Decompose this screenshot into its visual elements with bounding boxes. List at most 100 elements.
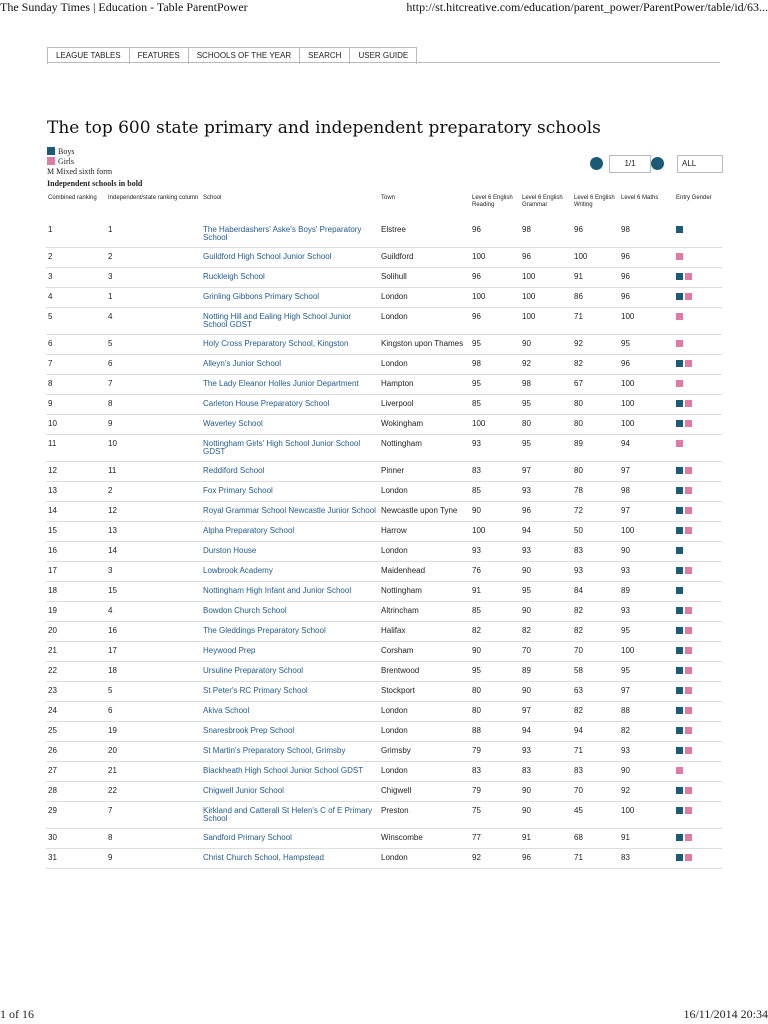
maths: 92 [619, 781, 674, 802]
next-button[interactable] [651, 157, 664, 170]
reading: 88 [470, 721, 520, 742]
town: Nottingham [379, 434, 470, 462]
school[interactable]: The Haberdashers' Aske's Boys' Preparato… [201, 221, 379, 248]
column-header: Level 6 English Grammar [522, 195, 563, 208]
independent-rank: 6 [106, 701, 201, 722]
school[interactable]: Durston House [201, 541, 379, 562]
school[interactable]: Lowbrook Academy [201, 561, 379, 582]
writing: 91 [572, 267, 619, 288]
gender-swatch [676, 807, 683, 814]
school[interactable]: Kirkland and Catterall St Helen's C of E… [201, 801, 379, 829]
writing: 100 [572, 247, 619, 268]
school[interactable]: Holy Cross Preparatory School, Kingston [201, 334, 379, 355]
gender-swatch [676, 567, 683, 574]
school[interactable]: Blackheath High School Junior School GDS… [201, 761, 379, 782]
town: London [379, 721, 470, 742]
school[interactable]: Grinling Gibbons Primary School [201, 287, 379, 308]
legend-item: Boys [47, 147, 112, 157]
school[interactable]: St Martin's Preparatory School, Grimsby [201, 741, 379, 762]
school[interactable]: Snaresbrook Prep School [201, 721, 379, 742]
column-header: Town [381, 195, 396, 201]
entry-gender [674, 247, 722, 268]
table-row: 3 3 Ruckleigh School Solihull 96 100 91 96 [46, 267, 722, 288]
school[interactable]: Nottingham High Infant and Junior School [201, 581, 379, 602]
school[interactable]: Chigwell Junior School [201, 781, 379, 802]
gender-swatch [676, 273, 683, 280]
page-box: 1/1 [609, 155, 651, 173]
rank: 6 [46, 334, 106, 355]
school[interactable]: Waverley School [201, 414, 379, 435]
school[interactable]: Notting Hill and Ealing High School Juni… [201, 307, 379, 335]
gender-swatch [676, 440, 683, 447]
nav-item[interactable]: USER GUIDE [349, 47, 418, 64]
nav-item[interactable]: SCHOOLS OF THE YEAR [187, 47, 301, 64]
maths: 94 [619, 434, 674, 462]
school[interactable]: Alleyn's Junior School [201, 354, 379, 375]
grammar: 98 [520, 221, 572, 248]
school[interactable]: Royal Grammar School Newcastle Junior Sc… [201, 501, 379, 522]
table-row: 25 19 Snaresbrook Prep School London 88 94 94 8… [46, 721, 722, 742]
school[interactable]: Sandford Primary School [201, 828, 379, 849]
entry-gender [674, 354, 722, 375]
maths: 98 [619, 221, 674, 248]
nav-item[interactable]: FEATURES [128, 47, 189, 64]
table-row: 6 5 Holy Cross Preparatory School, Kingsto… [46, 334, 722, 355]
maths: 95 [619, 621, 674, 642]
table-row: 22 18 Ursuline Preparatory School Brentwood… [46, 661, 722, 682]
independent-rank: 6 [106, 354, 201, 375]
writing: 70 [572, 781, 619, 802]
independent-rank: 22 [106, 781, 201, 802]
school[interactable]: Alpha Preparatory School [201, 521, 379, 542]
school[interactable]: Heywood Prep [201, 641, 379, 662]
writing: 80 [572, 461, 619, 482]
school[interactable]: Bowdon Church School [201, 601, 379, 622]
school[interactable]: Fox Primary School [201, 481, 379, 502]
maths: 96 [619, 267, 674, 288]
table-row: 31 9 Christ Church School, Hampstead London… [46, 848, 722, 869]
gender-swatch [685, 747, 692, 754]
school[interactable]: Christ Church School, Hampstead [201, 848, 379, 869]
table-row: 26 20 St Martin's Preparatory School, Grim… [46, 741, 722, 762]
town: Liverpool [379, 394, 470, 415]
reading: 85 [470, 481, 520, 502]
reading: 96 [470, 307, 520, 335]
independent-rank: 3 [106, 561, 201, 582]
rank: 25 [46, 721, 106, 742]
independent-rank: 2 [106, 481, 201, 502]
grammar: 90 [520, 561, 572, 582]
school[interactable]: Nottingham Girls' High School Junior Sch… [201, 434, 379, 462]
entry-gender [674, 621, 722, 642]
column-header: Entry Gender [676, 195, 712, 201]
table-row: 23 5 St Peter's RC Primary School Stockport… [46, 681, 722, 702]
school[interactable]: The Gleddings Preparatory School [201, 621, 379, 642]
independent-rank: 7 [106, 801, 201, 829]
prev-button[interactable] [590, 157, 603, 170]
filter-select[interactable]: ALL [677, 155, 723, 173]
gender-swatch [685, 787, 692, 794]
grammar: 93 [520, 481, 572, 502]
school[interactable]: The Lady Eleanor Holles Junior Departmen… [201, 374, 379, 395]
writing: 71 [572, 307, 619, 335]
maths: 100 [619, 521, 674, 542]
school[interactable]: Ursuline Preparatory School [201, 661, 379, 682]
school[interactable]: St Peter's RC Primary School [201, 681, 379, 702]
rank: 31 [46, 848, 106, 869]
independent-rank: 16 [106, 621, 201, 642]
maths: 93 [619, 561, 674, 582]
writing: 58 [572, 661, 619, 682]
school[interactable]: Reddiford School [201, 461, 379, 482]
reading: 85 [470, 601, 520, 622]
nav-item[interactable]: SEARCH [299, 47, 351, 64]
school[interactable]: Carleton House Preparatory School [201, 394, 379, 415]
town: London [379, 287, 470, 308]
maths: 100 [619, 374, 674, 395]
writing: 83 [572, 761, 619, 782]
school[interactable]: Akiva School [201, 701, 379, 722]
school[interactable]: Ruckleigh School [201, 267, 379, 288]
gender-swatch [676, 420, 683, 427]
independent-rank: 4 [106, 307, 201, 335]
nav-item[interactable]: LEAGUE TABLES [47, 47, 130, 64]
maths: 91 [619, 828, 674, 849]
school[interactable]: Guildford High School Junior School [201, 247, 379, 268]
grammar: 70 [520, 641, 572, 662]
